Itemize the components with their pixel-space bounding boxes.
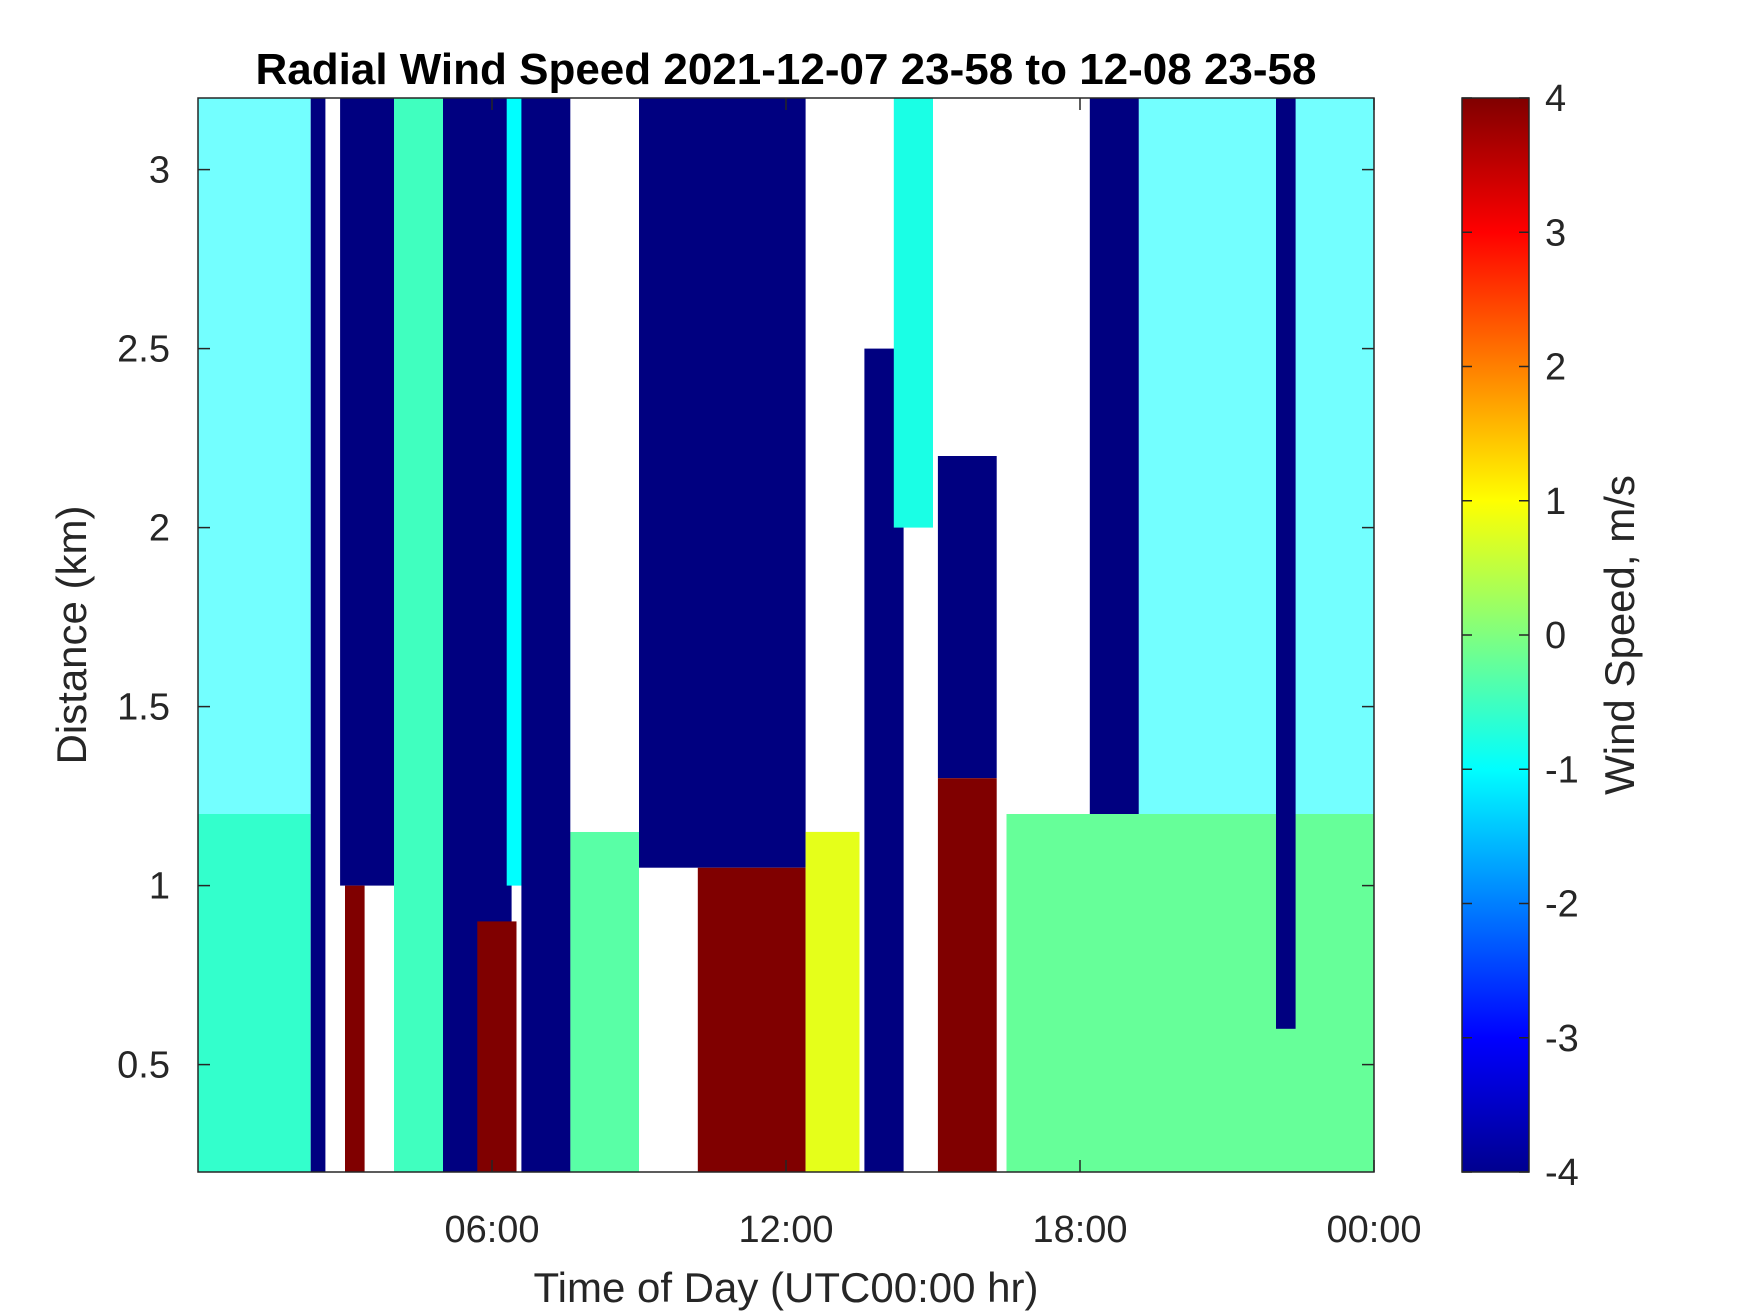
colorbar: 4 3 2 1 0 -1 -2 -3 -4 Wind Speed, m/s <box>1461 78 1643 1194</box>
heatmap-region-5 <box>394 98 443 1172</box>
heatmap-region-14 <box>805 831 860 1172</box>
y-tick-label-5: 3 <box>149 150 170 192</box>
heatmap-region-13 <box>697 867 806 1172</box>
plot-area <box>198 98 1374 1172</box>
heatmap-region-16 <box>893 98 933 528</box>
heatmap-region-22 <box>1138 98 1374 814</box>
y-axis-label: Distance (km) <box>48 505 95 764</box>
heatmap-region-21 <box>1089 98 1139 814</box>
heatmap-region-20 <box>1006 814 1374 1172</box>
colorbar-tick-label-6: -2 <box>1545 884 1579 926</box>
heatmap-region-10 <box>570 831 639 1172</box>
colorbar-tick-label-4: 0 <box>1545 615 1566 657</box>
heatmap-region-17 <box>937 456 997 779</box>
heatmap-cells <box>198 98 1374 1172</box>
heatmap-region-3 <box>340 98 394 886</box>
colorbar-gradient <box>1461 97 1530 1173</box>
y-tick-label-4: 2.5 <box>117 329 170 371</box>
heatmap-region-9 <box>521 98 571 1172</box>
heatmap-region-12 <box>639 98 806 868</box>
y-tick-label-1: 1 <box>149 866 170 908</box>
colorbar-tick-label-8: -4 <box>1545 1152 1579 1194</box>
heatmap-region-4 <box>345 885 365 1172</box>
chart-title: Radial Wind Speed 2021-12-07 23-58 to 12… <box>256 45 1317 94</box>
colorbar-ticks: 4 3 2 1 0 -1 -2 -3 -4 <box>1462 78 1579 1194</box>
heatmap-region-0 <box>198 814 311 1172</box>
x-tick-label-2: 18:00 <box>1032 1209 1127 1251</box>
colorbar-label: Wind Speed, m/s <box>1596 475 1643 795</box>
x-tick-label-3: 00:00 <box>1326 1209 1421 1251</box>
colorbar-tick-label-1: 3 <box>1545 212 1566 254</box>
heatmap-region-11 <box>570 98 639 832</box>
heatmap-region-23 <box>1276 98 1296 1029</box>
colorbar-tick-label-3: 1 <box>1545 481 1566 523</box>
y-tick-label-0: 0.5 <box>117 1045 170 1087</box>
heatmap-region-18 <box>937 778 997 1172</box>
x-axis: 06:00 12:00 18:00 00:00 <box>444 98 1422 1251</box>
heatmap-region-1 <box>198 98 311 814</box>
x-tick-label-0: 06:00 <box>444 1209 539 1251</box>
y-axis: 0.5 1 1.5 2 2.5 3 <box>117 150 1374 1087</box>
x-axis-label: Time of Day (UTC00:00 hr) <box>534 1264 1039 1311</box>
heatmap-region-7 <box>477 921 517 1172</box>
heatmap-region-2 <box>310 98 326 1172</box>
colorbar-tick-label-2: 2 <box>1545 347 1566 389</box>
colorbar-tick-label-7: -3 <box>1545 1018 1579 1060</box>
y-tick-label-3: 2 <box>149 508 170 550</box>
heatmap-region-19 <box>1006 98 1090 886</box>
colorbar-tick-label-5: -1 <box>1545 749 1579 791</box>
colorbar-tick-label-0: 4 <box>1545 78 1566 120</box>
x-tick-label-1: 12:00 <box>738 1209 833 1251</box>
y-tick-label-2: 1.5 <box>117 687 170 729</box>
